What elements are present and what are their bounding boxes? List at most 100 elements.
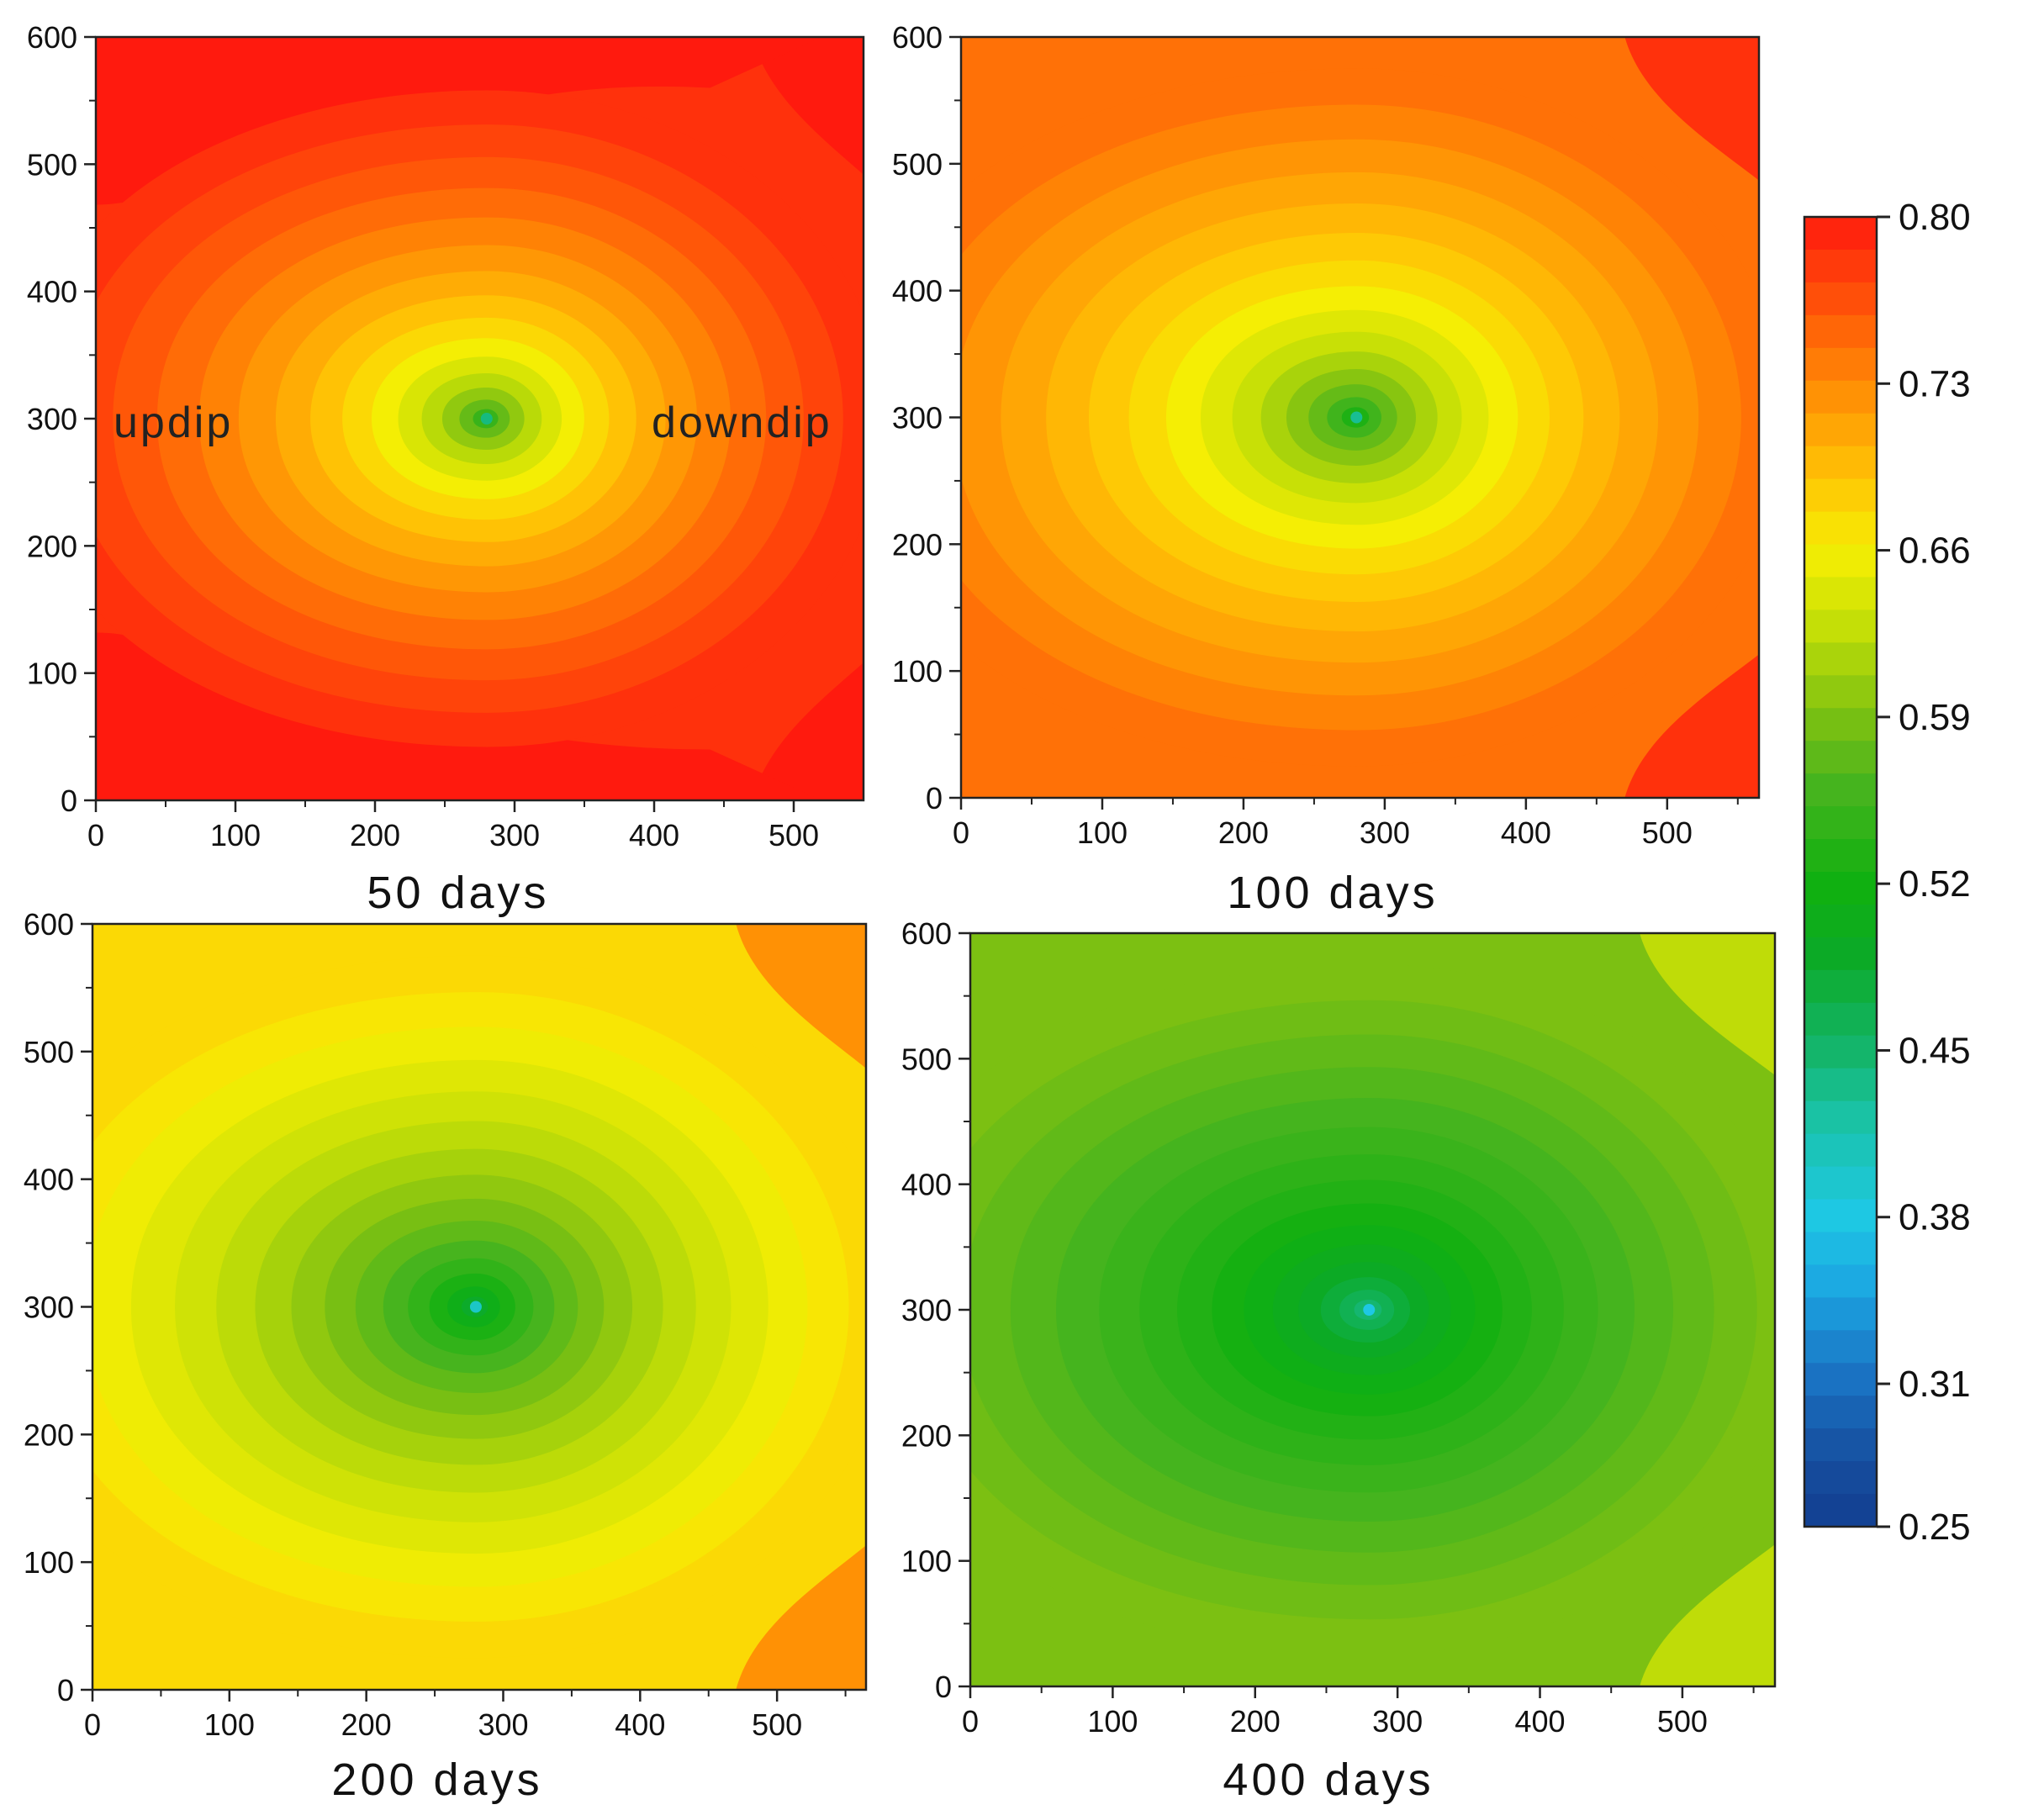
well-point (1350, 411, 1363, 424)
x-tick-label: 300 (478, 1707, 528, 1742)
y-tick-label: 600 (901, 916, 952, 951)
heatmap-field-200-days (92, 924, 866, 1690)
colorbar-band (1804, 741, 1877, 774)
y-tick-label: 100 (24, 1545, 74, 1580)
colorbar-band (1804, 1494, 1877, 1528)
y-tick-label: 500 (24, 1035, 74, 1069)
colorbar-band (1804, 511, 1877, 546)
colorbar-band (1804, 642, 1877, 676)
colorbar-band (1804, 937, 1877, 971)
colorbar-tick-label: 0.25 (1899, 1507, 1971, 1548)
axes-200-days: 0 100 200 300 400 500 0 100 200 300 400 500 600 (24, 907, 847, 1742)
field-edge-lobe (736, 1545, 866, 1690)
field-edge-lobe (1640, 933, 1775, 1075)
x-tick-label: 300 (489, 818, 540, 852)
y-tick-label: 0 (57, 1673, 74, 1707)
x-tick-label: 200 (341, 1707, 392, 1742)
colorbar-band (1804, 1461, 1877, 1495)
colorbar-frame (1803, 215, 1878, 1528)
annotation-updip: updip (114, 398, 233, 447)
colorbar-tick-label: 0.38 (1899, 1197, 1971, 1238)
field-edge-lobe (1640, 1544, 1775, 1686)
y-tick-label: 0 (61, 784, 77, 818)
colorbar-band (1804, 1068, 1877, 1102)
panel-400-days: 0 100 200 300 400 500 0 100 200 300 400 500 600 400 … (901, 916, 1777, 1805)
colorbar-tick-label: 0.52 (1899, 863, 1971, 905)
y-tick-label: 100 (27, 657, 77, 691)
colorbar-band (1804, 347, 1877, 382)
colorbar-band (1804, 1297, 1877, 1331)
x-tick-label: 0 (962, 1704, 979, 1739)
y-tick-label: 400 (24, 1163, 74, 1197)
y-tick-label: 100 (892, 654, 943, 689)
colorbar-band (1804, 478, 1877, 513)
colorbar-band (1804, 1133, 1877, 1168)
colorbar-band (1804, 282, 1877, 316)
colorbar-band (1804, 1396, 1877, 1429)
colorbar: 0.80 0.73 0.66 0.59 0.52 0.45 0.38 0.31 0.25 (1803, 197, 1971, 1548)
colorbar-band (1804, 1264, 1877, 1298)
colorbar-tick-label: 0.31 (1899, 1364, 1971, 1405)
x-tick-label: 500 (768, 818, 819, 852)
axes-100-days: 0 100 200 300 400 500 0 100 200 300 400 500 600 (892, 20, 1739, 850)
colorbar-band (1804, 1428, 1877, 1462)
y-tick-label: 400 (892, 274, 943, 309)
field-edge-lobe (1624, 654, 1759, 798)
y-tick-label: 400 (27, 275, 77, 309)
colorbar-band (1804, 609, 1877, 643)
x-tick-label: 100 (210, 818, 261, 852)
colorbar-tick-label: 0.59 (1899, 697, 1971, 738)
colorbar-ticks: 0.80 0.73 0.66 0.59 0.52 0.45 0.38 0.31 0.25 (1877, 197, 1971, 1548)
y-tick-label: 0 (935, 1670, 952, 1704)
colorbar-band (1804, 217, 1877, 251)
x-tick-label: 0 (84, 1707, 101, 1742)
x-tick-label: 200 (350, 818, 400, 852)
colorbar-bands (1804, 217, 1877, 1528)
colorbar-band (1804, 413, 1877, 447)
well-point (1363, 1304, 1376, 1316)
field-edge-lobe (96, 632, 822, 800)
x-tick-label: 500 (1642, 815, 1693, 850)
panel-title-50-days: 50 days (367, 868, 549, 918)
axes-50-days: 0 100 200 300 400 500 0 100 200 300 400 500 600 (27, 20, 819, 852)
panel-100-days: 0 100 200 300 400 500 0 100 200 300 400 500 600 100 … (892, 20, 1761, 918)
x-tick-label: 300 (1360, 815, 1410, 850)
y-tick-label: 500 (901, 1042, 952, 1076)
heatmap-field-100-days (961, 37, 1759, 798)
x-tick-label: 200 (1230, 1704, 1281, 1739)
x-tick-label: 300 (1372, 1704, 1423, 1739)
x-tick-label: 0 (953, 815, 969, 850)
colorbar-tick-label: 0.45 (1899, 1030, 1971, 1071)
y-tick-label: 600 (27, 20, 77, 55)
x-tick-label: 400 (629, 818, 679, 852)
colorbar-band (1804, 1199, 1877, 1233)
y-tick-label: 200 (27, 529, 77, 563)
y-tick-label: 100 (901, 1544, 952, 1579)
y-tick-label: 300 (27, 402, 77, 436)
y-tick-label: 200 (901, 1418, 952, 1453)
panel-title-200-days: 200 days (331, 1755, 542, 1805)
well-point (469, 1301, 482, 1313)
colorbar-band (1804, 675, 1877, 709)
x-tick-label: 100 (1077, 815, 1128, 850)
panel-200-days: 0 100 200 300 400 500 0 100 200 300 400 500 600 200 … (24, 907, 868, 1805)
colorbar-band (1804, 1232, 1877, 1265)
field-edge-lobe (752, 37, 864, 175)
colorbar-band (1804, 773, 1877, 807)
colorbar-tick-label: 0.66 (1899, 530, 1971, 572)
y-tick-label: 600 (892, 20, 943, 55)
colorbar-band (1804, 1002, 1877, 1037)
well-point (480, 413, 493, 425)
colorbar-band (1804, 314, 1877, 349)
y-tick-label: 300 (892, 401, 943, 435)
y-tick-label: 300 (24, 1290, 74, 1325)
colorbar-band (1804, 1035, 1877, 1069)
colorbar-band (1804, 839, 1877, 873)
colorbar-band (1804, 904, 1877, 938)
panel-title-100-days: 100 days (1227, 868, 1438, 918)
x-tick-label: 500 (752, 1707, 802, 1742)
field-edge-lobe (96, 37, 822, 205)
colorbar-band (1804, 380, 1877, 414)
colorbar-band (1804, 1363, 1877, 1396)
